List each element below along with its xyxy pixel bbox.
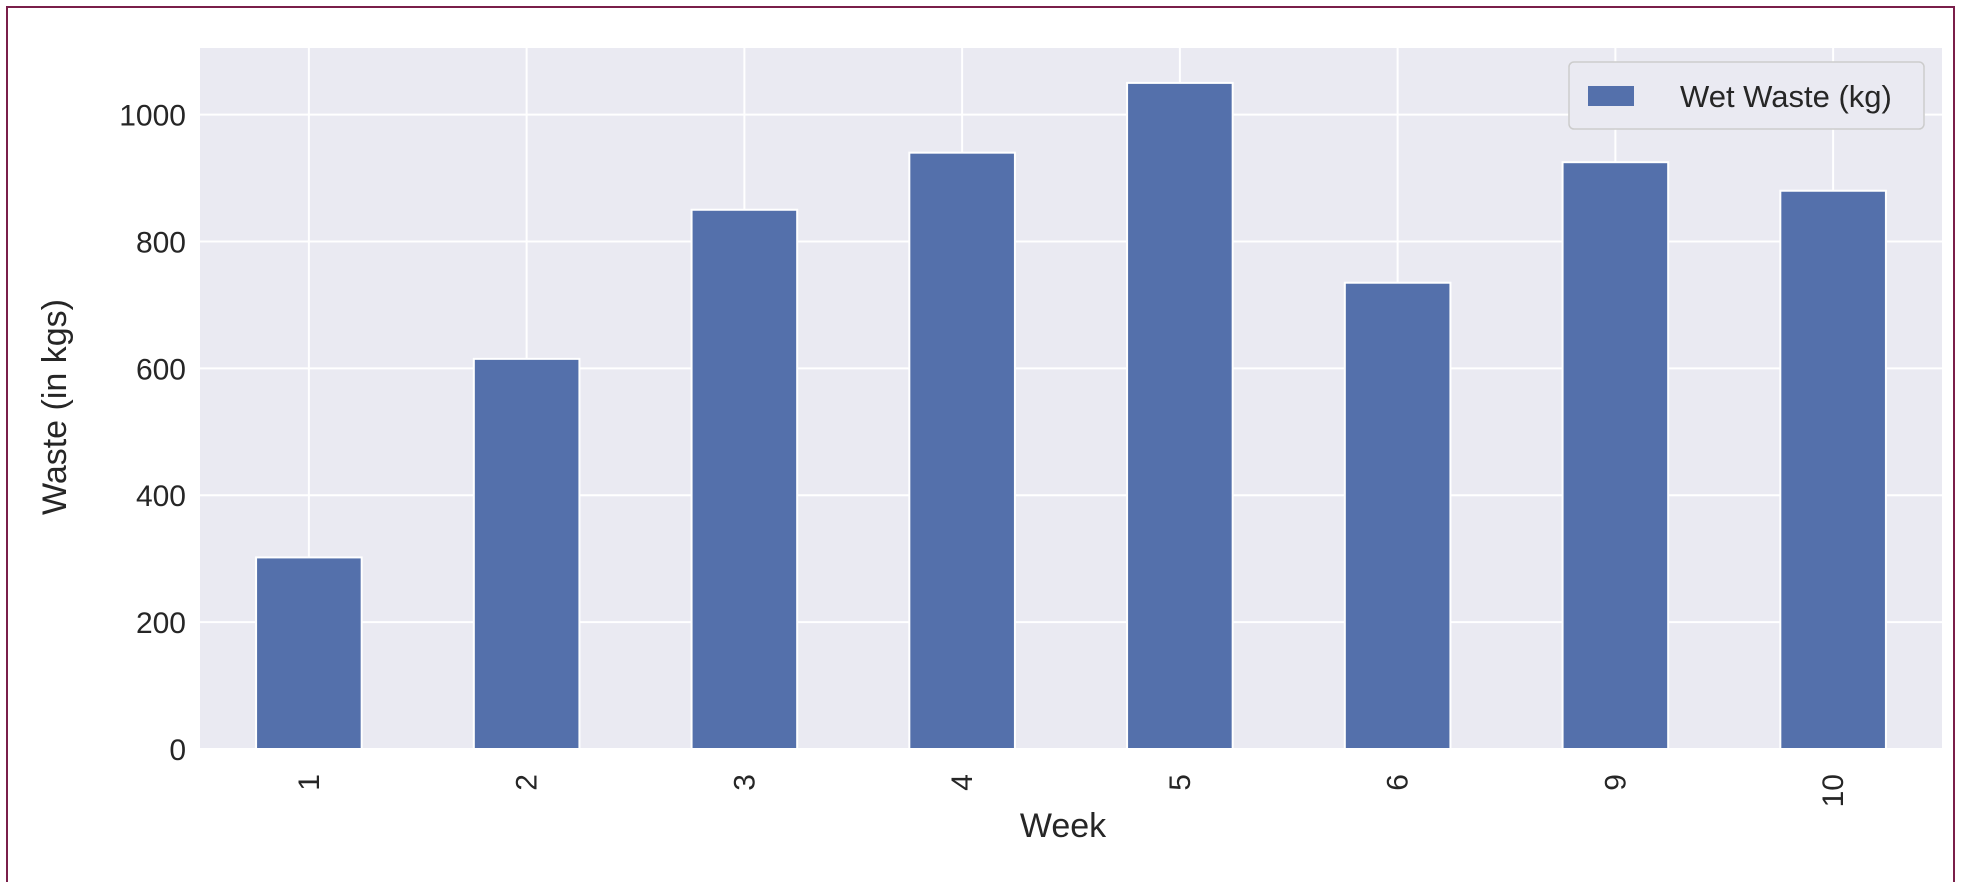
x-tick-label: 2 [511, 774, 544, 791]
bar-week-2 [472, 357, 581, 750]
x-tick-label: 3 [728, 774, 761, 791]
x-tick-label: 4 [946, 774, 979, 791]
y-tick-label: 200 [136, 607, 186, 640]
bar-week-10 [1779, 189, 1887, 751]
legend-swatch [1588, 86, 1634, 106]
legend-box [1568, 61, 1925, 130]
y-tick-label: 0 [169, 734, 186, 767]
x-tick-label: 6 [1382, 774, 1415, 791]
bar-week-9 [1561, 161, 1670, 750]
y-tick-label: 400 [136, 480, 186, 513]
bar-week-1 [255, 556, 363, 751]
x-axis-title: Week [1020, 807, 1107, 845]
y-tick-label: 600 [136, 353, 186, 386]
chart-frame: 0 200 400 600 800 1000 1 2 3 4 5 6 9 10 Week Waste (… [6, 6, 1955, 882]
bars [255, 81, 1887, 751]
bar-week-5 [1126, 81, 1234, 750]
legend-label: Wet Waste (kg) [1680, 79, 1892, 114]
x-tick-label: 5 [1164, 774, 1197, 791]
bar-week-4 [908, 151, 1016, 751]
plot-area [200, 48, 1942, 749]
x-tick-label: 1 [293, 774, 326, 791]
y-axis-ticks: 0 200 400 600 800 1000 [119, 100, 186, 767]
x-axis-ticks: 1 2 3 4 5 6 9 10 [293, 774, 1850, 807]
bar-chart: 0 200 400 600 800 1000 1 2 3 4 5 6 9 10 Week Waste (… [36, 48, 1942, 845]
y-tick-label: 800 [136, 226, 186, 259]
x-tick-label: 10 [1817, 774, 1850, 807]
legend: Wet Waste (kg) [1568, 61, 1925, 130]
bar-week-6 [1343, 281, 1452, 750]
y-axis-title: Waste (in kgs) [36, 299, 74, 515]
bar-week-3 [690, 208, 799, 750]
x-tick-label: 9 [1599, 774, 1632, 791]
y-tick-label: 1000 [119, 100, 186, 133]
